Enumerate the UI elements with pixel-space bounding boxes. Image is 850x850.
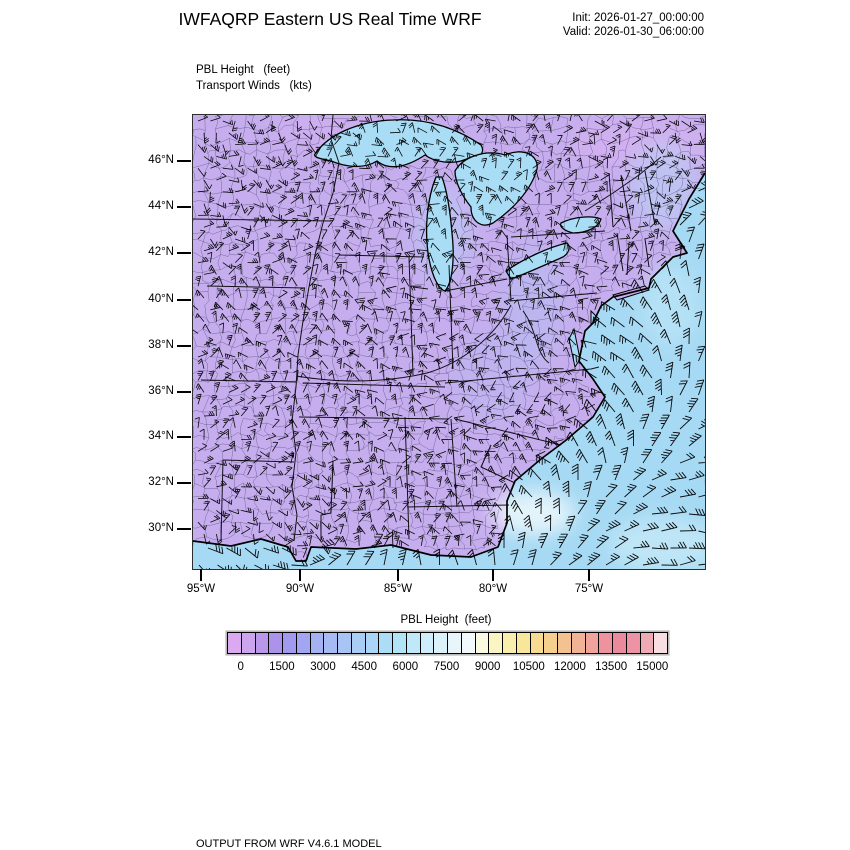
lat-axis-label: 44°N <box>148 199 174 212</box>
lon-axis-label: 75°W <box>574 583 604 595</box>
colorbar-cell <box>544 633 558 653</box>
colorbar-cell <box>654 633 667 653</box>
lon-tick <box>200 569 202 581</box>
colorbar-cell <box>475 633 490 653</box>
page-title: IWFAQRP Eastern US Real Time WRF <box>178 9 482 29</box>
map-plot <box>192 114 706 570</box>
lat-axis-label: 46°N <box>148 153 174 166</box>
coastline <box>193 172 705 562</box>
ocean-fill <box>193 173 705 569</box>
lat-tick <box>177 206 191 208</box>
colorbar-cell <box>310 633 325 653</box>
lat-tick <box>177 482 191 484</box>
colorbar-tick-label: 6000 <box>392 661 419 673</box>
colorbar-cell <box>461 633 476 653</box>
lat-tick <box>177 528 191 530</box>
colorbar-cell <box>626 633 641 653</box>
colorbar-cell <box>365 633 380 653</box>
lat-axis-label: 30°N <box>148 521 174 534</box>
colorbar-cell <box>640 633 655 653</box>
lon-axis-label: 95°W <box>186 583 216 595</box>
colorbar-cell <box>530 633 545 653</box>
lat-tick <box>177 436 191 438</box>
lon-axis-label: 90°W <box>285 583 315 595</box>
colorbar-cell <box>324 633 338 653</box>
colorbar-title: PBL Height (feet) <box>400 614 492 626</box>
lat-tick <box>177 160 191 162</box>
lat-axis-label: 38°N <box>148 338 174 351</box>
colorbar-tick-label: 9000 <box>474 661 501 673</box>
colorbar-cell <box>351 633 366 653</box>
lat-axis-label: 42°N <box>148 245 174 258</box>
ocean-tints <box>491 263 705 569</box>
colorbar-tick-label: 3000 <box>310 661 336 673</box>
lon-tick <box>492 569 494 581</box>
lon-tick <box>299 569 301 581</box>
colorbar-cell <box>228 633 242 653</box>
footer-line1: OUTPUT FROM WRF V4.6.1 MODEL <box>196 838 382 850</box>
colorbar-tick-label: 10500 <box>512 661 545 673</box>
lat-axis-label: 36°N <box>148 384 174 397</box>
wind-barbs-land <box>193 115 705 558</box>
colorbar-cell <box>585 633 600 653</box>
colorbar-cell <box>420 633 435 653</box>
chesapeake-bay <box>568 327 581 369</box>
colorbar-cell <box>393 633 407 653</box>
colorbar-cell <box>599 633 613 653</box>
colorbar-cell <box>296 633 311 653</box>
map-svg <box>193 115 705 569</box>
lake-ontario <box>559 216 602 234</box>
colorbar-cell <box>338 633 352 653</box>
lat-tick <box>177 345 191 347</box>
colorbar-cell <box>406 633 421 653</box>
colorbar-cell <box>283 633 297 653</box>
colorbar-tick-label: 13500 <box>595 661 628 673</box>
colorbar-cell <box>516 633 531 653</box>
init-time-label: Init: 2026-01-27_00:00:00 <box>572 12 704 24</box>
colorbar-tick-label: 0 <box>237 661 244 673</box>
run-times: Init: 2026-01-27_00:00:00 Valid: 2026-01… <box>563 11 704 39</box>
colorbar-cell <box>489 633 503 653</box>
colorbar-tick-label: 1500 <box>269 661 295 673</box>
lon-axis-label: 80°W <box>478 583 508 595</box>
wind-label: Transport Winds (kts) <box>196 80 312 92</box>
footer: OUTPUT FROM WRF V4.6.1 MODEL WE = 310 ; … <box>196 809 629 850</box>
lat-tick <box>177 391 191 393</box>
lake-huron <box>454 151 538 226</box>
colorbar-cell <box>503 633 517 653</box>
wind-barbs-ocean <box>198 181 705 569</box>
lon-axis-label: 85°W <box>383 583 413 595</box>
colorbar-cell <box>448 633 462 653</box>
valid-time-label: Valid: 2026-01-30_06:00:00 <box>562 26 704 38</box>
colorbar-cell <box>379 633 393 653</box>
colorbar-tick-label: 4500 <box>351 661 377 673</box>
lon-tick <box>397 569 399 581</box>
colorbar-cell <box>613 633 627 653</box>
colorbar <box>227 632 668 654</box>
colorbar-cell <box>434 633 448 653</box>
colorbar-cell <box>241 633 256 653</box>
lat-axis-label: 32°N <box>148 475 174 488</box>
colorbar-cell <box>255 633 270 653</box>
field-label: PBL Height (feet) <box>196 64 291 76</box>
colorbar-cell <box>558 633 572 653</box>
colorbar-cell <box>571 633 586 653</box>
lat-axis-label: 40°N <box>148 292 174 305</box>
lon-tick <box>588 569 590 581</box>
lat-tick <box>177 299 191 301</box>
colorbar-tick-label: 7500 <box>433 661 460 673</box>
colorbar-tick-label: 15000 <box>636 661 669 673</box>
lat-tick <box>177 252 191 254</box>
colorbar-cell <box>269 633 283 653</box>
lat-axis-label: 34°N <box>148 429 174 442</box>
colorbar-tick-label: 12000 <box>553 661 586 673</box>
